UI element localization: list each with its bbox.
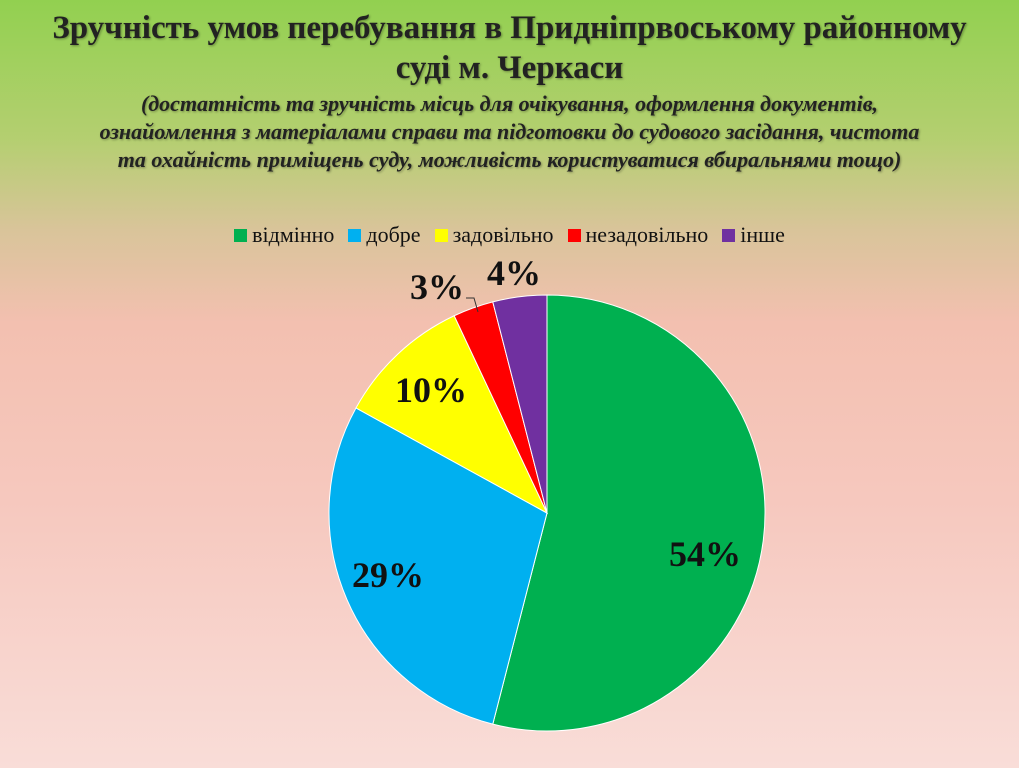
legend-item: інше xyxy=(722,222,785,248)
legend-swatch xyxy=(567,228,581,242)
title-line: Зручність умов перебування в Придніпрвос… xyxy=(52,10,967,46)
legend-item: незадовільно xyxy=(567,222,709,248)
data-label-2: 10% xyxy=(395,370,467,410)
legend-item: задовільно xyxy=(434,222,554,248)
data-label-4: 4% xyxy=(487,253,541,293)
data-label-3: 3% xyxy=(410,267,464,307)
legend-label: незадовільно xyxy=(585,222,709,247)
legend-label: відмінно xyxy=(252,222,335,247)
chart-title: Зручність умов перебування в Придніпрвос… xyxy=(0,8,1019,88)
data-label-1: 29% xyxy=(352,555,424,595)
legend-label: задовільно xyxy=(452,222,554,247)
legend-swatch xyxy=(434,228,448,242)
legend-swatch xyxy=(234,228,248,242)
subtitle-line: та охайність приміщень суду, можливість … xyxy=(117,147,902,172)
leader-line xyxy=(466,297,479,313)
legend-label: інше xyxy=(740,222,785,247)
legend-item: добре xyxy=(348,222,421,248)
legend-item: відмінно xyxy=(234,222,334,248)
legend: відмінно добре задовільно незадовільно інше xyxy=(0,222,1019,248)
title-line: суді м. Черкаси xyxy=(395,50,624,86)
legend-swatch xyxy=(348,228,362,242)
legend-label: добре xyxy=(366,222,421,247)
subtitle-line: ознайомлення з матеріалами справи та під… xyxy=(99,119,920,144)
pie-slice-2 xyxy=(355,315,549,515)
pie-slice-1 xyxy=(328,407,548,725)
legend-swatch xyxy=(722,228,736,242)
data-label-0: 54% xyxy=(669,534,741,574)
chart-subtitle: (достатність та зручність місць для очік… xyxy=(0,90,1019,174)
pie-slice-4 xyxy=(492,294,548,514)
pie-slice-0 xyxy=(492,294,766,732)
subtitle-line: (достатність та зручність місць для очік… xyxy=(140,91,879,116)
